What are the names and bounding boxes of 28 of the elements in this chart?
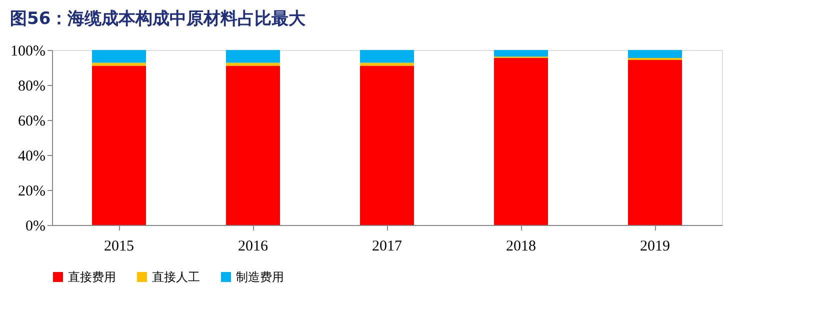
bar	[628, 50, 682, 58]
bar	[494, 50, 548, 57]
bar	[360, 50, 414, 63]
x-tick-label: 2017	[372, 238, 402, 254]
y-tick-label: 20%	[18, 184, 46, 200]
x-tick-label: 2015	[104, 238, 134, 254]
y-tick-label: 80%	[18, 78, 46, 94]
bar	[92, 50, 146, 63]
bar	[360, 62, 414, 66]
bar	[628, 60, 682, 225]
bar	[226, 50, 280, 63]
bar	[226, 62, 280, 66]
bar	[226, 66, 280, 225]
x-tick-label: 2016	[238, 238, 268, 254]
y-tick-label: 0%	[26, 218, 46, 234]
legend-label: 直接人工	[152, 270, 200, 284]
legend-label: 制造费用	[236, 270, 284, 284]
x-tick-label: 2018	[506, 238, 536, 254]
bar	[494, 58, 548, 225]
y-tick-label: 40%	[18, 148, 46, 164]
bar	[360, 66, 414, 225]
y-tick-label: 60%	[18, 114, 46, 130]
bar	[92, 66, 146, 225]
y-tick-label: 100%	[10, 44, 46, 60]
bar	[92, 62, 146, 66]
x-tick-label: 2019	[640, 238, 670, 254]
chart-title: 图56：海缆成本构成中原材料占比最大	[10, 9, 307, 29]
legend-label: 直接费用	[68, 270, 116, 284]
